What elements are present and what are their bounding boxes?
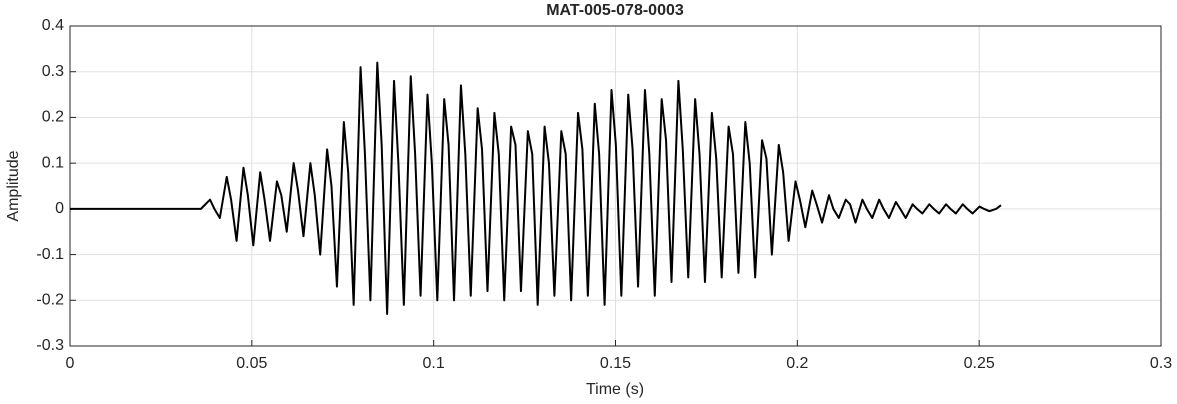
x-tick-label: 0.1 <box>423 355 445 372</box>
y-tick-label: -0.3 <box>36 337 64 354</box>
chart-title: MAT-005-078-0003 <box>546 2 684 19</box>
y-tick-label: -0.1 <box>36 246 64 263</box>
waveform-line <box>70 61 1002 315</box>
x-tick-label: 0.3 <box>1150 355 1172 372</box>
x-tick-label: 0 <box>66 355 75 372</box>
x-axis-label: Time (s) <box>586 381 644 398</box>
x-tick-label: 0.25 <box>964 355 995 372</box>
y-tick-label: 0.2 <box>42 109 64 126</box>
x-tick-label: 0.15 <box>600 355 631 372</box>
y-tick-label: -0.2 <box>36 292 64 309</box>
plot-frame <box>69 25 1162 347</box>
y-axis-label: Amplitude <box>5 150 22 221</box>
y-tick-label: 0 <box>55 200 64 217</box>
x-tick-label: 0.2 <box>786 355 808 372</box>
x-tick-label: 0.05 <box>236 355 267 372</box>
y-tick-label: 0.4 <box>42 17 64 34</box>
y-tick-label: 0.1 <box>42 154 64 171</box>
y-tick-label: 0.3 <box>42 63 64 80</box>
